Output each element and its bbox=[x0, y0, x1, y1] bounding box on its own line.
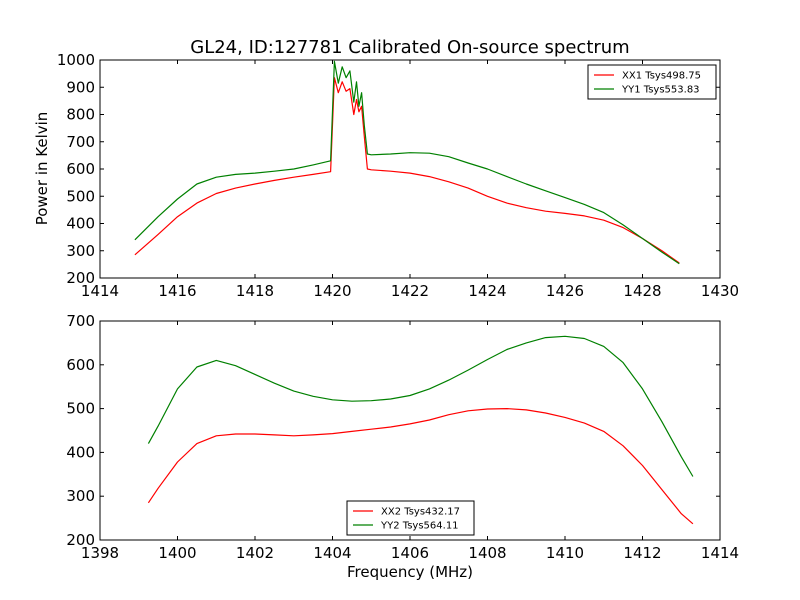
x-tick-label: 1428 bbox=[623, 282, 661, 300]
x-tick-label: 1416 bbox=[158, 282, 196, 300]
x-tick-label: 1414 bbox=[701, 544, 739, 562]
x-tick-label: 1398 bbox=[81, 544, 119, 562]
y-tick-label: 400 bbox=[66, 215, 95, 233]
legend-box bbox=[587, 64, 717, 100]
y-tick-label: 300 bbox=[66, 242, 95, 260]
series-line-yy1 bbox=[134, 60, 680, 265]
x-tick-label: 1400 bbox=[158, 544, 196, 562]
x-tick-label: 1426 bbox=[546, 282, 584, 300]
y-tick-label: 700 bbox=[66, 312, 95, 330]
x-tick-label: 1418 bbox=[236, 282, 274, 300]
y-tick-label: 300 bbox=[66, 487, 95, 505]
y-axis-label: Power in Kelvin bbox=[33, 112, 51, 226]
x-tick-label: 1408 bbox=[468, 544, 506, 562]
x-tick-label: 1406 bbox=[391, 544, 429, 562]
x-tick-label: 1412 bbox=[623, 544, 661, 562]
legend-box bbox=[346, 500, 475, 536]
upper-spectrum-panel: 1414 1416 1418 1420 1422 1424 1426 1428 1430 200 3… bbox=[57, 51, 739, 300]
x-tick-label: 1424 bbox=[468, 282, 506, 300]
x-tick-label: 1420 bbox=[313, 282, 351, 300]
y-tick-label: 1000 bbox=[57, 51, 95, 69]
series-line-xx2 bbox=[147, 408, 694, 525]
y-tick-label: 700 bbox=[66, 133, 95, 151]
x-tick-label: 1422 bbox=[391, 282, 429, 300]
y-tick-label: 900 bbox=[66, 78, 95, 96]
y-tick-label: 200 bbox=[66, 269, 95, 287]
legend-label: XX2 Tsys432.17 bbox=[381, 507, 460, 518]
x-axis-label: Frequency (MHz) bbox=[347, 563, 473, 581]
x-tick-label: 1430 bbox=[701, 282, 739, 300]
x-tick-label: 1414 bbox=[81, 282, 119, 300]
series-line-xx1 bbox=[134, 77, 680, 264]
legend: XX2 Tsys432.17 YY2 Tsys564.11 bbox=[346, 500, 475, 536]
x-tick-label: 1410 bbox=[546, 544, 584, 562]
x-tick-label: 1404 bbox=[313, 544, 351, 562]
series-line-yy2 bbox=[147, 335, 694, 477]
y-tick-label: 600 bbox=[66, 356, 95, 374]
y-tick-label: 500 bbox=[66, 187, 95, 205]
legend-label: YY1 Tsys553.83 bbox=[621, 85, 700, 96]
figure-title: GL24, ID:127781 Calibrated On-source spe… bbox=[190, 37, 629, 58]
y-tick-label: 500 bbox=[66, 400, 95, 418]
legend-label: YY2 Tsys564.11 bbox=[380, 521, 459, 532]
lower-spectrum-panel: 1398 1400 1402 1404 1406 1408 1410 1412 1414 200 3… bbox=[66, 312, 739, 562]
y-tick-label: 800 bbox=[66, 106, 95, 124]
y-tick-label: 600 bbox=[66, 160, 95, 178]
y-tick-label: 400 bbox=[66, 443, 95, 461]
legend: XX1 Tsys498.75 YY1 Tsys553.83 bbox=[587, 64, 717, 100]
legend-label: XX1 Tsys498.75 bbox=[622, 71, 701, 82]
x-tick-label: 1402 bbox=[236, 544, 274, 562]
y-tick-label: 200 bbox=[66, 531, 95, 549]
